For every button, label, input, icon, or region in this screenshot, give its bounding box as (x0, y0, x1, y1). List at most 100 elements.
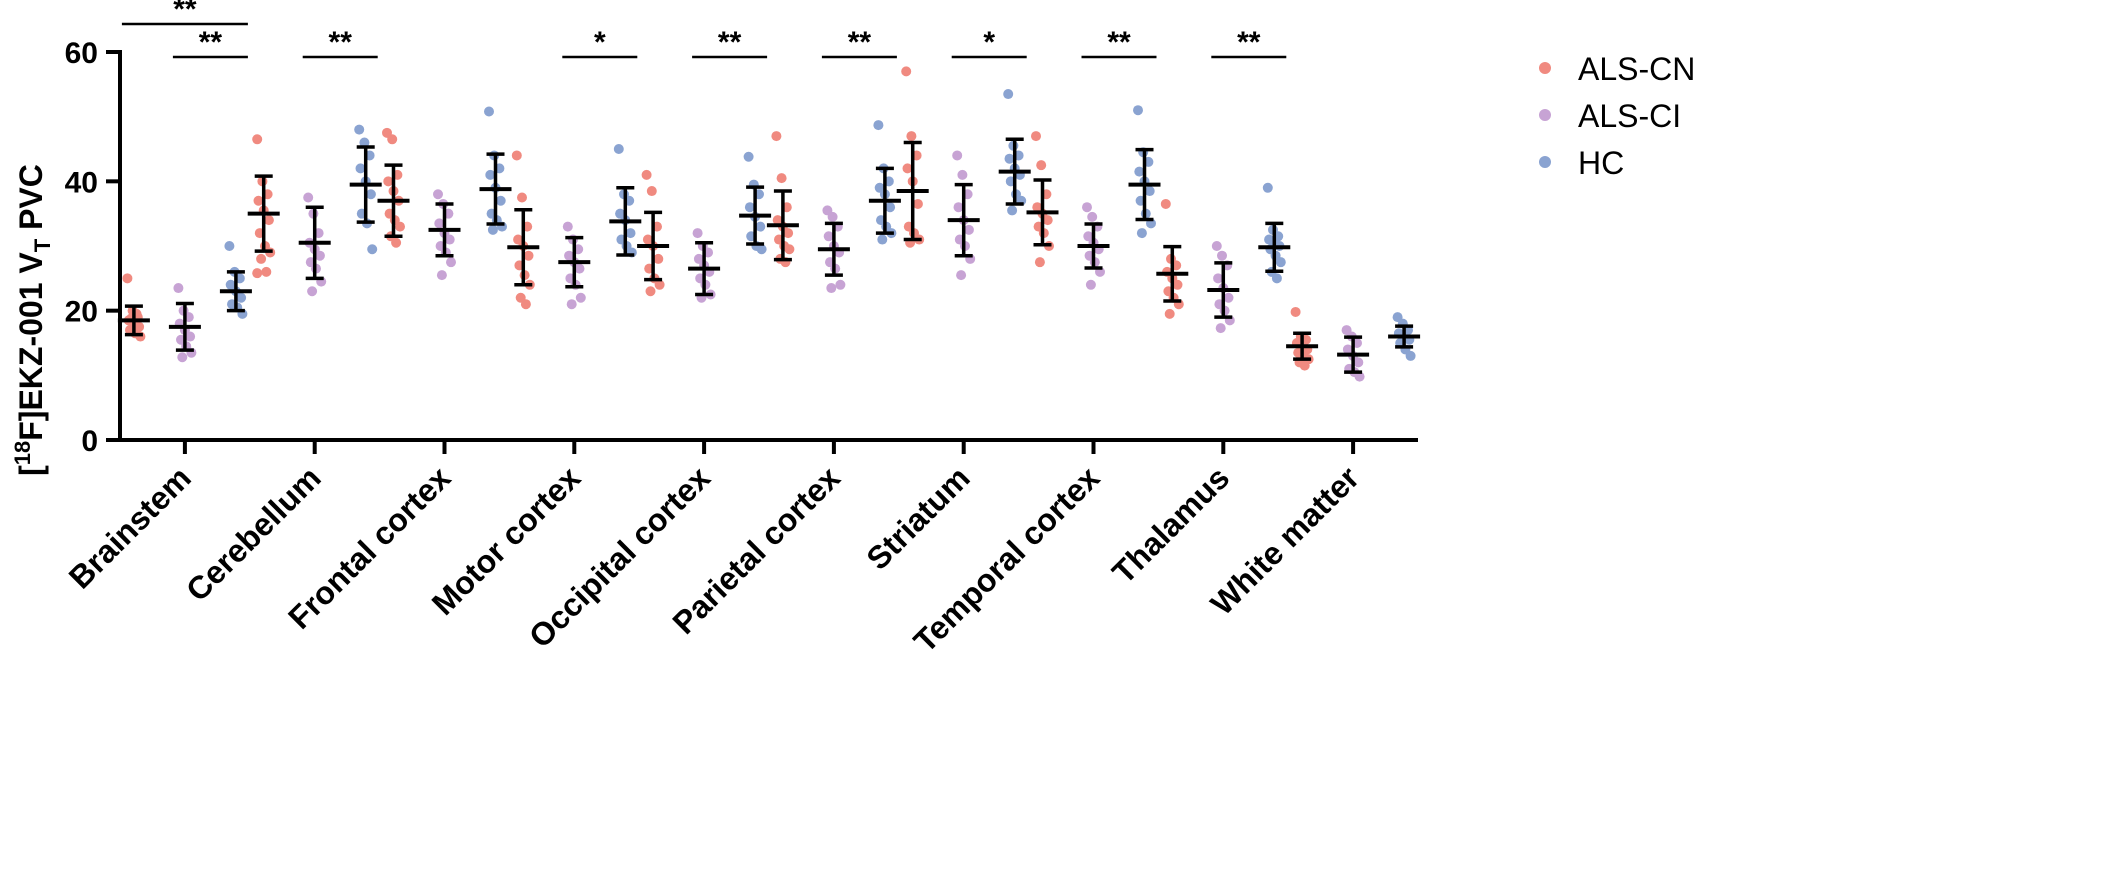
svg-text:[18F]EKZ-001 VT PVC: [18F]EKZ-001 VT PVC (10, 164, 55, 476)
data-point (823, 231, 834, 242)
data-point (574, 263, 585, 274)
y-tick-label: 20 (65, 296, 98, 329)
legend-label: ALS-CN (1578, 51, 1695, 87)
data-point (613, 144, 624, 154)
data-point (1172, 279, 1183, 290)
data-point (383, 176, 394, 187)
data-point (355, 163, 366, 174)
legend-marker (1539, 62, 1551, 74)
data-point (253, 195, 264, 206)
data-point (1042, 215, 1053, 226)
data-point (236, 292, 247, 303)
data-point (303, 192, 314, 203)
data-point (756, 244, 767, 255)
data-point (433, 189, 443, 200)
data-point (744, 202, 755, 213)
data-point (495, 195, 506, 206)
data-point (365, 189, 376, 200)
data-point (387, 134, 398, 145)
data-point (444, 234, 455, 245)
legend-marker (1539, 156, 1551, 168)
data-point (743, 151, 754, 162)
data-point (1144, 186, 1155, 197)
data-point (1036, 160, 1047, 171)
data-point (307, 286, 318, 297)
y-axis-title-superscript: 18 (10, 441, 35, 465)
data-point (873, 120, 884, 131)
significance-label: * (594, 26, 606, 59)
data-point (692, 228, 703, 239)
data-point (956, 270, 967, 281)
x-tick-label: Striatum (859, 459, 976, 576)
data-point (641, 169, 652, 180)
data-point (827, 211, 838, 222)
y-tick-label: 40 (65, 166, 98, 199)
data-point (1004, 153, 1015, 164)
data-point (1353, 357, 1364, 368)
data-point (771, 131, 782, 142)
y-tick-label: 0 (81, 425, 98, 458)
data-point (434, 218, 445, 229)
data-point (912, 198, 923, 209)
data-point (185, 331, 196, 342)
data-point (1290, 306, 1301, 317)
data-point (263, 215, 274, 226)
data-point (359, 137, 370, 148)
data-point (1275, 257, 1286, 268)
data-point (520, 299, 531, 310)
data-point (906, 131, 917, 142)
significance-label: * (983, 26, 995, 59)
data-point (1136, 228, 1147, 239)
data-point (957, 169, 968, 180)
significance-label: ** (1107, 26, 1131, 59)
data-point (252, 268, 263, 279)
data-point (645, 286, 656, 297)
data-point (224, 241, 235, 251)
data-point (1082, 202, 1092, 213)
significance-label: ** (329, 26, 353, 59)
data-point (1405, 350, 1416, 361)
data-point (835, 279, 846, 290)
data-point (177, 352, 188, 363)
data-point (1087, 211, 1098, 222)
y-axis-title-suffix: PVC (13, 164, 49, 239)
data-point (1211, 241, 1222, 251)
x-tick-label: Thalamus (1105, 459, 1236, 590)
data-point (575, 292, 586, 303)
data-point (485, 169, 496, 180)
data-point (1164, 308, 1175, 319)
data-point (436, 270, 447, 281)
data-point (963, 224, 974, 235)
legend-label: ALS-CI (1578, 98, 1681, 134)
y-tick-label: 60 (65, 37, 98, 70)
significance-label: ** (173, 0, 197, 26)
y-axis-title: [18F]EKZ-001 VT PVC (10, 164, 55, 476)
data-point (826, 283, 837, 294)
data-point (354, 124, 365, 135)
data-point (901, 66, 912, 77)
data-point (1133, 105, 1143, 116)
data-point (784, 244, 795, 255)
data-point (523, 250, 534, 261)
data-point (1085, 279, 1096, 290)
data-point (1160, 198, 1171, 209)
data-point (1354, 371, 1365, 382)
data-point (646, 186, 657, 197)
data-point (252, 134, 263, 145)
data-point (566, 299, 577, 310)
data-point (653, 253, 664, 264)
data-point (173, 283, 184, 294)
data-point (446, 257, 456, 268)
data-point (511, 150, 522, 161)
data-point (1215, 323, 1226, 334)
significance-label: ** (718, 26, 742, 59)
significance-label: ** (848, 26, 872, 59)
data-point (1034, 257, 1045, 268)
legend-label: HC (1578, 145, 1624, 181)
data-point (1271, 273, 1282, 284)
data-point (783, 228, 794, 239)
data-point (391, 237, 402, 248)
data-point (487, 224, 498, 235)
